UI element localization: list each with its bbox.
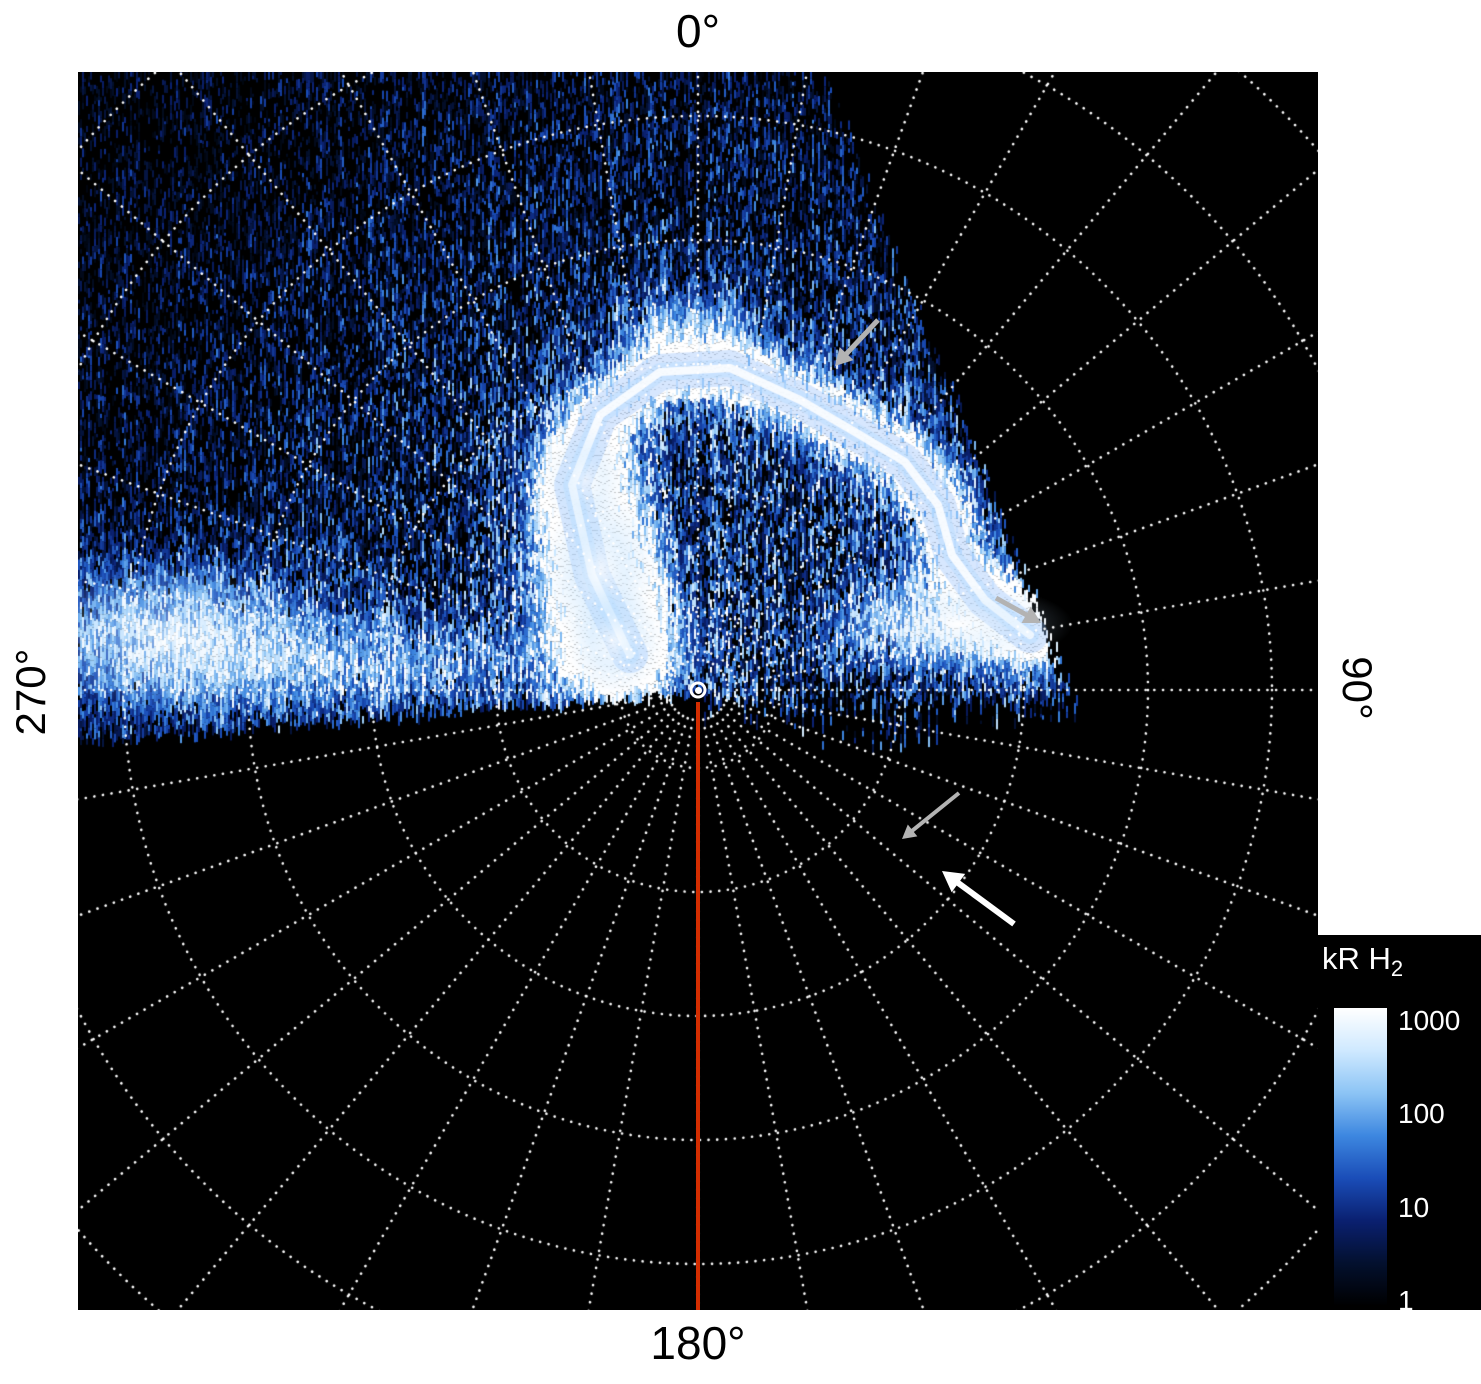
angle-label-90: 90°: [1334, 656, 1381, 720]
angle-label-270: 270°: [7, 648, 54, 736]
polar-plot-area: [78, 72, 1318, 1310]
colorbar: kR H2 1000 100 10 1: [1318, 935, 1481, 1316]
colorbar-title: kR H2: [1322, 941, 1403, 982]
colorbar-tick-10: 10: [1398, 1192, 1430, 1223]
angle-label-0: 0°: [676, 5, 720, 57]
meridian-180-line: [695, 702, 701, 1310]
center-marker-dot: [694, 686, 702, 694]
colorbar-tick-100: 100: [1398, 1098, 1445, 1129]
center-marker: [689, 681, 707, 699]
colorbar-title-main: kR H: [1322, 941, 1391, 976]
angle-label-180: 180°: [650, 1317, 746, 1369]
colorbar-tick-1000: 1000: [1398, 1005, 1461, 1036]
colorbar-tick-1: 1: [1398, 1285, 1414, 1316]
colorbar-title-sub: 2: [1390, 956, 1404, 982]
colorbar-gradient: [1333, 1007, 1388, 1307]
